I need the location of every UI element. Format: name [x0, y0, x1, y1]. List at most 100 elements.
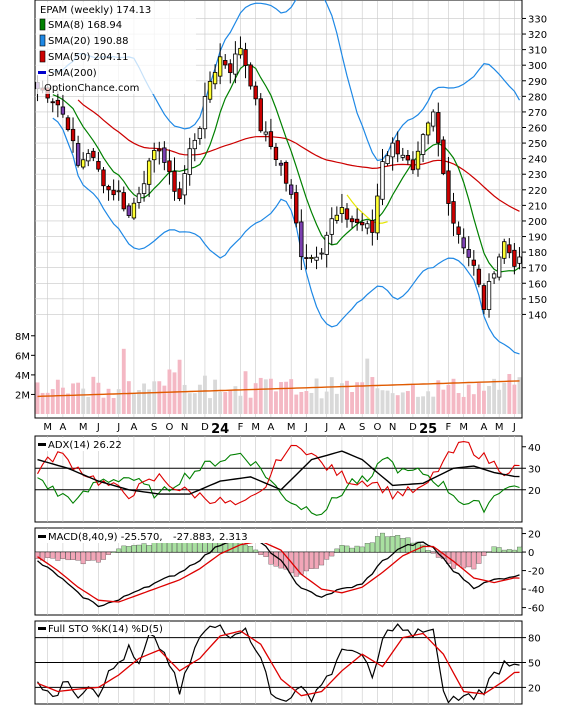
- month-label: O: [373, 422, 381, 433]
- month-label: J: [96, 422, 100, 433]
- candle-body: [157, 148, 162, 152]
- price-tick-label: 150: [528, 295, 547, 306]
- macd-histogram-bar: [511, 549, 517, 553]
- volume-bar: [76, 382, 81, 414]
- candle-body: [258, 98, 263, 132]
- macd-histogram-bar: [268, 551, 274, 565]
- month-label: M: [79, 422, 88, 433]
- macd-histogram-bar: [106, 551, 111, 555]
- macd-histogram-bar: [85, 551, 91, 561]
- candle-body: [491, 273, 497, 279]
- price-tick-label: 140: [528, 310, 547, 321]
- volume-bar: [304, 391, 309, 414]
- candle-body: [349, 218, 355, 223]
- indicator-tick-label: -20: [528, 567, 544, 578]
- month-label: A: [338, 422, 345, 433]
- adx-label-marker: [38, 443, 46, 446]
- candle-body: [390, 142, 395, 158]
- month-label: F: [446, 422, 452, 433]
- candle-body: [223, 60, 228, 66]
- macd-histogram-bar: [334, 548, 340, 553]
- legend-entry: SMA(50) 204.11: [48, 52, 129, 63]
- macd-histogram-bar: [517, 546, 522, 553]
- macd-signal-line: [37, 540, 520, 603]
- macd-histogram-bar: [354, 545, 360, 553]
- volume-bar: [345, 380, 349, 414]
- macd-label-marker: [38, 535, 46, 538]
- month-label: N: [389, 422, 396, 433]
- macd-histogram-bar: [309, 551, 314, 569]
- candle-body: [461, 237, 466, 249]
- macd-histogram-bar: [456, 551, 462, 566]
- volume-bar: [274, 391, 278, 414]
- month-label: J: [304, 422, 308, 433]
- volume-bar: [446, 384, 451, 414]
- candle-body: [456, 226, 461, 235]
- macd-histogram-bar: [258, 551, 264, 555]
- month-label: 25: [419, 422, 437, 437]
- candle-body: [217, 56, 223, 77]
- candle-body: [405, 155, 411, 161]
- candle-body: [441, 139, 446, 174]
- legend-entry: SMA(200): [48, 68, 97, 79]
- macd-histogram-bar: [369, 542, 375, 553]
- macd-line: [37, 536, 520, 608]
- macd-histogram-bar: [45, 551, 51, 558]
- volume-bar: [162, 385, 167, 414]
- candle-body: [197, 128, 203, 140]
- candle-body: [507, 244, 512, 254]
- macd-histogram-bar: [298, 551, 304, 575]
- volume-bar: [487, 385, 491, 414]
- macd-histogram-bar: [126, 546, 132, 553]
- adx-label-background: [36, 438, 112, 451]
- macd-histogram-bar: [253, 549, 259, 553]
- candle-body: [283, 162, 289, 184]
- macd-histogram-bar: [339, 545, 345, 553]
- adx-line: [37, 450, 520, 495]
- volume-bar: [126, 381, 131, 414]
- month-label: J: [116, 422, 120, 433]
- legend-entry: SMA(20) 190.88: [48, 36, 129, 47]
- sto-label-background: [36, 622, 164, 635]
- volume-average-line: [37, 380, 520, 398]
- volume-bar: [172, 372, 177, 414]
- candle-body: [339, 207, 345, 215]
- candle-body: [131, 202, 137, 219]
- macd-histogram-bar: [146, 545, 152, 553]
- volume-tick-label: 6M: [15, 351, 30, 362]
- macd-histogram-bar: [430, 551, 436, 554]
- macd-histogram-bar: [151, 542, 157, 553]
- candle-body: [496, 256, 502, 278]
- candle-body: [121, 192, 126, 210]
- candle-body: [91, 150, 96, 158]
- candle-body: [136, 193, 142, 203]
- month-label: A: [131, 422, 138, 433]
- indicator-tick-label: 20: [528, 683, 541, 694]
- volume-bar: [471, 394, 476, 414]
- indicator-tick-label: -40: [528, 585, 544, 596]
- price-tick-label: 230: [528, 170, 547, 181]
- candle-body: [329, 218, 334, 235]
- price-tick-label: 280: [528, 92, 547, 103]
- macd-histogram-bar: [410, 542, 416, 553]
- volume-bar: [390, 393, 395, 414]
- volume-bar: [243, 371, 248, 414]
- macd-histogram-bar: [90, 551, 96, 561]
- month-label: M: [43, 422, 52, 433]
- macd-histogram-bar: [55, 551, 61, 561]
- volume-bar: [517, 377, 522, 414]
- volume-bar: [50, 389, 55, 414]
- volume-bar: [233, 386, 238, 414]
- candle-body: [152, 150, 157, 161]
- candle-body: [75, 143, 81, 166]
- candle-body: [96, 160, 101, 170]
- volume-bar: [334, 393, 339, 414]
- candle-body: [370, 220, 375, 233]
- candle-body: [502, 241, 507, 259]
- stoch-k-line: [36, 623, 520, 704]
- volume-tick-label: 2M: [15, 390, 30, 401]
- month-label: N: [181, 422, 188, 433]
- legend-background: [36, 2, 196, 94]
- macd-label: MACD(8,40,9) -25.570,: [48, 532, 163, 543]
- price-tick-label: 260: [528, 124, 547, 135]
